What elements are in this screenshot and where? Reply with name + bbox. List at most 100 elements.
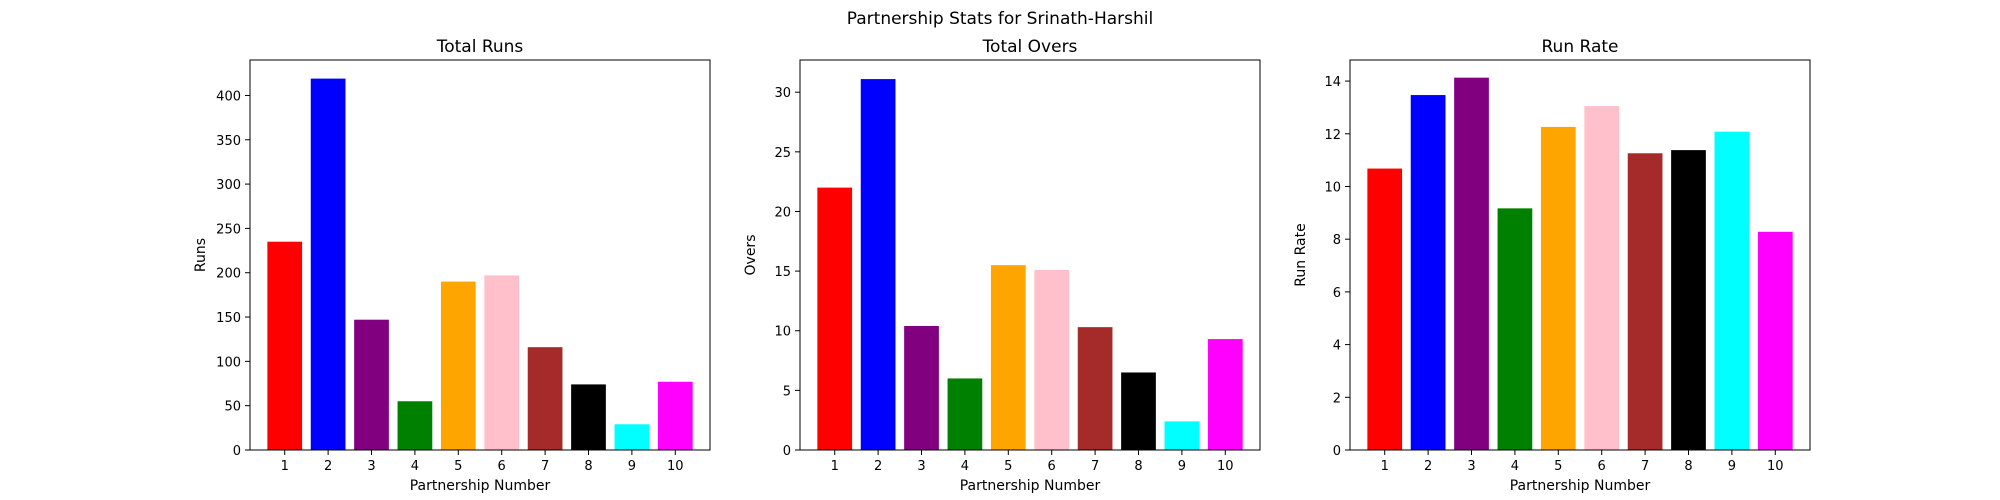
run-rate-x-tick-label: 7: [1641, 459, 1649, 474]
total-runs-bar-7: [527, 347, 563, 450]
run-rate-bar-10: [1757, 231, 1793, 450]
total-runs-y-tick-label: 0: [233, 444, 241, 459]
total-overs-bar-3: [904, 325, 939, 450]
run-rate-x-tick-label: 10: [1767, 459, 1784, 474]
total-overs-x-tick-label: 1: [831, 459, 839, 474]
total-runs-bar-4: [397, 401, 433, 450]
run-rate-bar-4: [1497, 208, 1533, 450]
total-runs-y-tick-label: 150: [216, 311, 241, 326]
total-runs-panel: 1 2 3 4 5 6 7 8 9 10050100150200250300350400Total…: [193, 37, 711, 494]
run-rate-x-tick-label: 3: [1467, 459, 1475, 474]
total-runs-x-tick-label: 5: [454, 459, 462, 474]
total-overs-x-tick-label: 10: [1217, 459, 1234, 474]
run-rate-x-tick-label: 5: [1554, 459, 1562, 474]
total-overs-x-tick-label: 6: [1048, 459, 1056, 474]
total-overs-y-tick-label: 20: [774, 205, 791, 220]
total-overs-x-tick-label: 8: [1134, 459, 1142, 474]
run-rate-y-tick-label: 14: [1324, 75, 1341, 90]
total-overs-x-axis-label: Partnership Number: [960, 478, 1101, 494]
total-runs-x-tick-label: 2: [324, 459, 332, 474]
total-runs-x-tick-label: 1: [281, 459, 289, 474]
total-overs-x-tick-label: 7: [1091, 459, 1099, 474]
figure-title: Partnership Stats for Srinath-Harshil: [847, 9, 1153, 29]
total-overs-x-tick-label: 2: [874, 459, 882, 474]
run-rate-y-axis-label: Run Rate: [1293, 223, 1309, 286]
total-overs-x-tick-label: 3: [917, 459, 925, 474]
run-rate-bar-3: [1454, 77, 1489, 450]
total-runs-y-tick-label: 300: [216, 178, 241, 193]
total-runs-bar-6: [484, 275, 520, 450]
run-rate-x-tick-label: 2: [1424, 459, 1432, 474]
run-rate-bar-5: [1540, 126, 1576, 451]
run-rate-bar-6: [1584, 106, 1620, 451]
total-runs-y-tick-label: 100: [216, 355, 241, 370]
run-rate-y-tick-label: 12: [1324, 128, 1341, 143]
total-runs-x-tick-label: 3: [367, 459, 375, 474]
total-runs-y-tick-label: 200: [216, 267, 241, 282]
total-overs-x-tick-label: 9: [1178, 459, 1186, 474]
total-overs-bar-2: [860, 79, 896, 450]
run-rate-x-tick-label: 6: [1598, 459, 1606, 474]
run-rate-bar-9: [1714, 131, 1750, 450]
total-overs-bar-9: [1164, 421, 1200, 450]
total-runs-bar-3: [354, 319, 389, 450]
total-overs-bar-10: [1207, 339, 1243, 450]
total-overs-bar-6: [1034, 269, 1070, 450]
total-overs-y-tick-label: 25: [774, 146, 791, 161]
run-rate-x-tick-label: 1: [1381, 459, 1389, 474]
total-overs-y-tick-label: 10: [774, 325, 791, 340]
total-overs-bar-8: [1121, 372, 1156, 450]
run-rate-y-tick-label: 10: [1324, 180, 1341, 195]
total-runs-x-tick-label: 9: [628, 459, 636, 474]
total-runs-x-tick-label: 4: [411, 459, 419, 474]
run-rate-y-tick-label: 4: [1333, 339, 1341, 354]
total-runs-y-tick-label: 50: [224, 400, 241, 415]
run-rate-y-tick-label: 2: [1333, 391, 1341, 406]
run-rate-x-axis-label: Partnership Number: [1510, 478, 1651, 494]
total-runs-bar-10: [657, 381, 693, 450]
total-runs-bar-2: [310, 78, 346, 451]
total-overs-y-tick-label: 5: [783, 384, 791, 399]
total-runs-x-tick-label: 10: [667, 459, 684, 474]
total-overs-bar-4: [947, 378, 983, 450]
total-runs-x-tick-label: 7: [541, 459, 549, 474]
total-runs-bar-5: [440, 281, 476, 450]
run-rate-bar-2: [1410, 95, 1446, 451]
total-runs-y-tick-label: 250: [216, 222, 241, 237]
total-runs-x-axis-label: Partnership Number: [410, 478, 551, 494]
run-rate-bar-8: [1671, 150, 1706, 450]
run-rate-axes-frame: [1349, 59, 1811, 451]
total-overs-x-tick-label: 5: [1004, 459, 1012, 474]
total-runs-bar-8: [571, 384, 606, 450]
total-overs-y-axis-label: Overs: [743, 235, 759, 276]
run-rate-bar-1: [1367, 168, 1403, 450]
run-rate-bar-7: [1627, 153, 1663, 450]
run-rate-x-tick-label: 4: [1511, 459, 1519, 474]
run-rate-x-tick-label: 8: [1684, 459, 1692, 474]
total-overs-bar-7: [1077, 327, 1113, 450]
total-runs-bar-1: [267, 241, 303, 450]
run-rate-y-tick-label: 6: [1333, 286, 1341, 301]
total-overs-y-tick-label: 30: [774, 86, 791, 101]
total-runs-y-tick-label: 400: [216, 89, 241, 104]
total-overs-y-tick-label: 0: [783, 444, 791, 459]
total-overs-y-tick-label: 15: [774, 265, 791, 280]
total-runs-y-axis-label: Runs: [193, 238, 209, 272]
run-rate-y-tick-label: 0: [1333, 444, 1341, 459]
total-runs-title: Total Runs: [436, 37, 524, 57]
total-overs-panel: 1 2 3 4 5 6 7 8 9 10 0 5 10 15 20 25 30 Total Overs Partne…: [743, 37, 1261, 494]
total-runs-bar-9: [614, 424, 650, 450]
total-runs-y-tick-label: 350: [216, 134, 241, 149]
total-runs-axes-frame: [249, 59, 711, 451]
total-overs-axes-frame: [799, 59, 1261, 451]
total-runs-x-tick-label: 8: [584, 459, 592, 474]
total-overs-bar-1: [817, 187, 853, 451]
total-overs-bar-5: [990, 265, 1026, 450]
run-rate-x-tick-label: 9: [1728, 459, 1736, 474]
run-rate-y-tick-label: 8: [1333, 233, 1341, 248]
total-runs-x-tick-label: 6: [498, 459, 506, 474]
run-rate-title: Run Rate: [1542, 37, 1619, 57]
